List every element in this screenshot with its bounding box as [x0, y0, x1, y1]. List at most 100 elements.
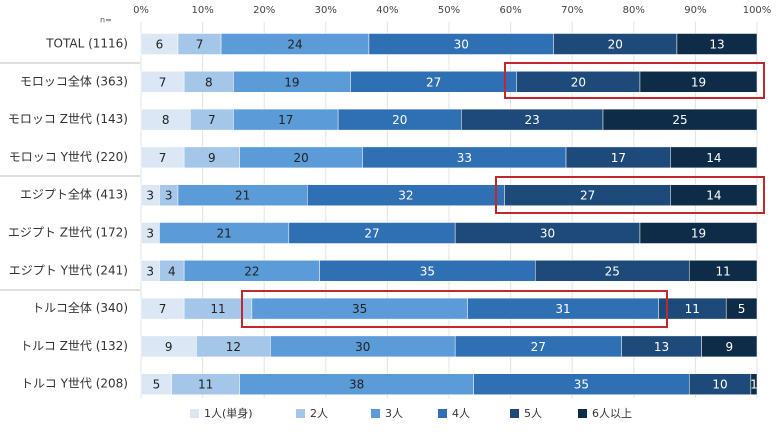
- data-label: 3: [146, 227, 154, 241]
- data-label: 19: [691, 227, 706, 241]
- data-label: 20: [294, 151, 309, 165]
- data-label: 30: [454, 38, 469, 52]
- data-label: 4: [168, 264, 176, 278]
- data-label: 27: [426, 75, 441, 89]
- data-label: 24: [287, 38, 302, 52]
- data-label: 19: [284, 75, 299, 89]
- data-label: 14: [706, 151, 721, 165]
- data-label: 11: [685, 302, 700, 316]
- data-label: 3: [146, 264, 154, 278]
- data-label: 32: [398, 189, 413, 203]
- bar-segment: [676, 33, 758, 55]
- bar-segment: [670, 146, 758, 169]
- x-tick-label: 60%: [499, 5, 521, 16]
- data-label: 21: [217, 227, 232, 241]
- data-label: 22: [244, 264, 259, 278]
- x-tick-label: 80%: [623, 5, 645, 16]
- highlight-box: [495, 176, 765, 214]
- y-tick-label: エジプト Y世代 (241): [9, 263, 128, 277]
- data-label: 35: [352, 302, 367, 316]
- data-label: 27: [531, 340, 546, 354]
- data-label: 9: [165, 340, 173, 354]
- data-label: 17: [278, 113, 293, 127]
- bar-segment: [750, 373, 758, 395]
- y-tick-label: モロッコ全体 (363): [20, 73, 128, 88]
- data-label: 3: [146, 189, 154, 203]
- x-tick-label: 30%: [315, 5, 337, 16]
- data-label: 7: [159, 151, 167, 165]
- x-tick-label: 20%: [253, 5, 275, 16]
- data-label: 1: [750, 378, 758, 392]
- data-label: 8: [162, 113, 170, 127]
- data-label: 20: [608, 38, 623, 52]
- data-label: 10: [712, 378, 727, 392]
- y-tick-label: エジプト全体 (413): [20, 187, 128, 202]
- y-tick-label: トルコ全体 (340): [32, 300, 128, 315]
- x-tick-label: 50%: [438, 5, 460, 16]
- bar-segment: [639, 222, 758, 244]
- data-label: 7: [208, 113, 216, 127]
- data-label: 31: [555, 302, 570, 316]
- y-tick-label: エジプト Z世代 (172): [8, 226, 128, 240]
- legend-swatch: [190, 409, 199, 418]
- highlight-box: [504, 62, 765, 99]
- x-tick-label: 0%: [133, 5, 149, 16]
- data-label: 11: [198, 378, 213, 392]
- data-label: 25: [672, 113, 687, 127]
- data-label: 27: [580, 189, 595, 203]
- data-label: 7: [196, 38, 204, 52]
- legend-label: 1人(単身): [204, 406, 253, 420]
- x-tick-label: 10%: [191, 5, 213, 16]
- legend-swatch: [510, 409, 519, 418]
- data-label: 9: [725, 340, 733, 354]
- bar-segment: [670, 184, 758, 206]
- data-label: 12: [226, 340, 241, 354]
- x-tick-label: 100%: [743, 5, 772, 16]
- bar-segment: [602, 108, 758, 131]
- data-label: 20: [571, 75, 586, 89]
- y-tick-label: トルコ Y世代 (208): [21, 377, 128, 391]
- data-label: 25: [605, 264, 620, 278]
- data-label: 9: [208, 151, 216, 165]
- n-label: n=: [100, 16, 112, 25]
- data-label: 11: [715, 264, 730, 278]
- data-label: 19: [691, 75, 706, 89]
- data-label: 23: [525, 113, 540, 127]
- x-tick-label: 70%: [561, 5, 583, 16]
- data-label: 30: [540, 227, 555, 241]
- legend-label: 6人以上: [592, 407, 632, 420]
- data-label: 8: [205, 75, 213, 89]
- legend-swatch: [438, 409, 447, 418]
- bar-segment: [701, 335, 758, 358]
- data-label: 5: [153, 378, 161, 392]
- data-label: 3: [165, 189, 173, 203]
- data-label: 13: [709, 38, 724, 52]
- data-label: 38: [349, 378, 364, 392]
- highlight-box: [241, 290, 668, 328]
- legend-label: 2人: [310, 407, 328, 420]
- data-label: 7: [159, 302, 167, 316]
- legend-swatch: [578, 409, 587, 418]
- x-tick-label: 40%: [376, 5, 398, 16]
- y-tick-label: モロッコ Z世代 (143): [8, 112, 128, 126]
- legend-label: 4人: [452, 407, 470, 420]
- data-label: 13: [654, 340, 669, 354]
- legend-label: 5人: [524, 407, 542, 420]
- legend-swatch: [296, 409, 305, 418]
- data-label: 21: [235, 189, 250, 203]
- legend-label: 3人: [385, 407, 403, 420]
- data-label: 14: [706, 189, 721, 203]
- data-label: 5: [738, 302, 746, 316]
- data-label: 17: [611, 151, 626, 165]
- data-label: 35: [574, 378, 589, 392]
- data-label: 30: [355, 340, 370, 354]
- y-tick-label: トルコ Z世代 (132): [20, 339, 128, 353]
- data-label: 11: [210, 302, 225, 316]
- data-label: 27: [364, 227, 379, 241]
- y-tick-label: TOTAL (1116): [45, 37, 128, 51]
- bar-segment: [725, 297, 758, 320]
- data-label: 20: [392, 113, 407, 127]
- y-tick-label: モロッコ Y世代 (220): [9, 150, 128, 164]
- bar-segment: [688, 260, 758, 282]
